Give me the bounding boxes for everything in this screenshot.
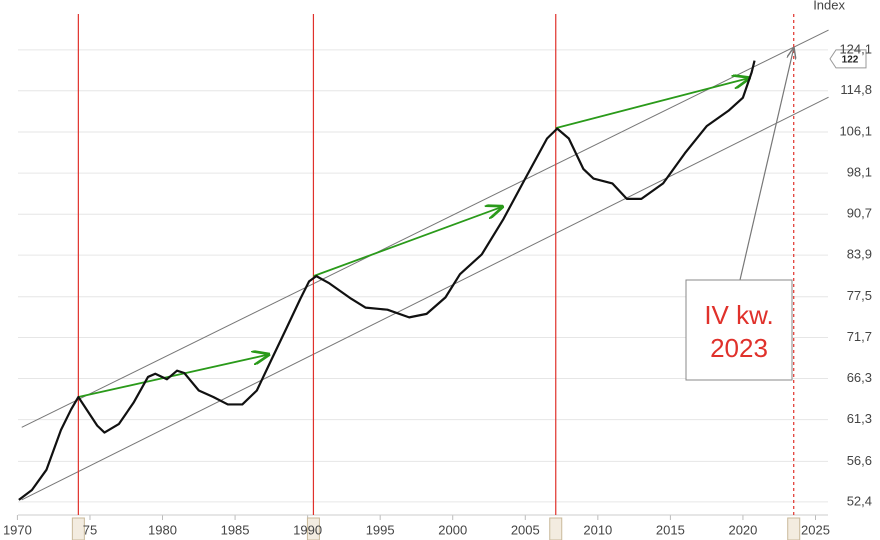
x-tick-label: 1990 xyxy=(293,522,322,537)
y-tick-label: 56,6 xyxy=(847,453,872,468)
x-tick-label: 2005 xyxy=(511,522,540,537)
trend-line xyxy=(21,96,829,501)
trend-arrow xyxy=(313,207,502,277)
x-tick-label: 1980 xyxy=(148,522,177,537)
x-tick-label: 2025 xyxy=(801,522,830,537)
y-tick-label: 52,4 xyxy=(847,493,872,508)
annotation-box xyxy=(685,279,793,381)
y-tick-label: 124,1 xyxy=(839,41,872,56)
trend-line xyxy=(21,29,829,428)
annotation-text: 2023 xyxy=(710,333,768,363)
y-tick-label: 66,3 xyxy=(847,370,872,385)
last-value-label: 122 xyxy=(842,55,859,66)
trend-arrow xyxy=(78,355,268,398)
y-tick-label: 83,9 xyxy=(847,247,872,262)
y-axis-label: Index xyxy=(813,0,845,12)
trend-arrow xyxy=(555,78,749,129)
x-tick-label: 2015 xyxy=(656,522,685,537)
index-line xyxy=(18,60,756,501)
y-tick-label: 106,1 xyxy=(839,123,872,138)
x-tick-label: 2010 xyxy=(583,522,612,537)
y-tick-label: 61,3 xyxy=(847,411,872,426)
annotation-text: IV kw. xyxy=(704,300,773,330)
plot xyxy=(18,14,867,540)
x-tick-label: 75 xyxy=(83,522,97,537)
x-marker-tag xyxy=(787,517,801,540)
x-tick-label: 2000 xyxy=(438,522,467,537)
y-tick-label: 114,8 xyxy=(840,82,872,97)
x-marker-tag xyxy=(71,517,85,540)
x-tick-label: 1995 xyxy=(366,522,395,537)
y-tick-label: 77,5 xyxy=(847,288,872,303)
grid xyxy=(16,49,828,520)
y-tick-label: 71,7 xyxy=(847,329,872,344)
y-tick-label: 90,7 xyxy=(847,206,872,221)
annotation-arrow xyxy=(739,48,794,281)
x-marker-tag xyxy=(549,517,563,540)
x-tick-label: 1985 xyxy=(221,522,250,537)
y-tick-label: 98,1 xyxy=(847,165,872,180)
x-tick-label: 1970 xyxy=(3,522,32,537)
last-value-flag xyxy=(829,49,867,69)
x-tick-label: 2020 xyxy=(728,522,757,537)
x-marker-tag xyxy=(306,517,320,540)
